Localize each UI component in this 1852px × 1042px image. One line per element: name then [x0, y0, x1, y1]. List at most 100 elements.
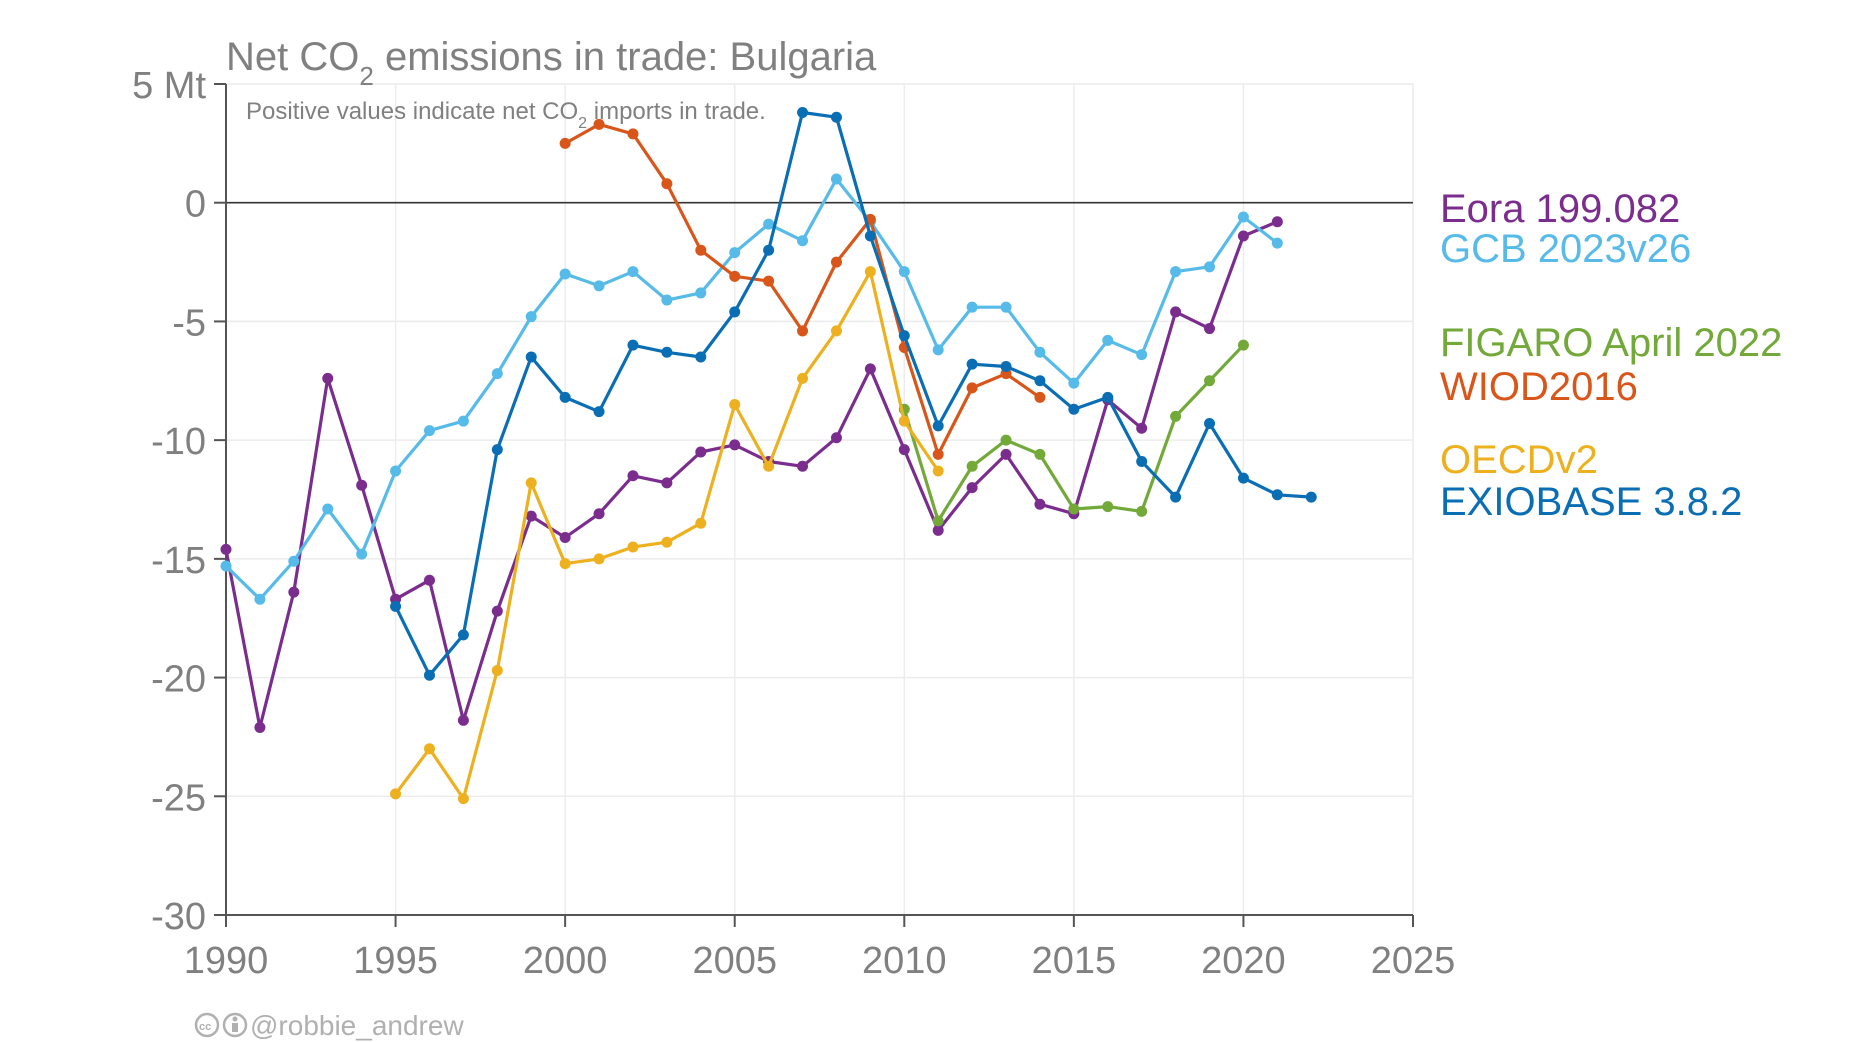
data-point	[932, 448, 944, 460]
data-point	[491, 368, 503, 380]
chart-subtitle: Positive values indicate net CO2 imports…	[246, 98, 766, 132]
data-point	[288, 555, 300, 567]
data-point	[390, 600, 402, 612]
series-oecdv2	[390, 266, 944, 805]
data-point	[356, 479, 368, 491]
data-point	[797, 106, 809, 118]
series-gcb-2023v26	[220, 173, 1283, 605]
data-point	[457, 714, 469, 726]
data-point	[593, 118, 605, 130]
data-point	[695, 244, 707, 256]
data-point	[1271, 489, 1283, 501]
data-point	[830, 173, 842, 185]
cc-icon-glyph: cc	[199, 1021, 211, 1033]
x-tick-label: 2000	[523, 940, 608, 982]
data-point	[729, 270, 741, 282]
data-point	[1204, 418, 1216, 430]
y-tick-label: -10	[151, 421, 206, 463]
data-point	[932, 465, 944, 477]
data-point	[966, 301, 978, 313]
data-point	[1237, 211, 1249, 223]
y-tick-label: 0	[185, 184, 206, 226]
credit: cc @robbie_andrew	[194, 1010, 464, 1041]
data-point	[1170, 491, 1182, 503]
data-point	[1034, 498, 1046, 510]
y-tick-label: -20	[151, 659, 206, 701]
legend-entry: GCB 2023v26	[1440, 227, 1691, 271]
chart-title: Net CO2 emissions in trade: Bulgaria	[226, 35, 877, 91]
data-point	[661, 477, 673, 489]
series-line	[224, 220, 1278, 730]
data-point	[627, 128, 639, 140]
data-point	[729, 247, 741, 259]
data-point	[356, 548, 368, 560]
data-point	[423, 574, 435, 586]
data-point	[1305, 491, 1317, 503]
data-point	[559, 531, 571, 543]
data-point	[661, 536, 673, 548]
data-point	[627, 266, 639, 278]
data-point	[1000, 361, 1012, 373]
data-point	[864, 266, 876, 278]
data-point	[1204, 261, 1216, 273]
legend-entry: WIOD2016	[1440, 365, 1638, 409]
data-point	[1237, 339, 1249, 351]
y-tick-label: -25	[151, 777, 206, 819]
data-point	[1204, 375, 1216, 387]
data-point	[1170, 410, 1182, 422]
data-point	[763, 275, 775, 287]
legend-entry: OECDv2	[1440, 438, 1598, 482]
data-point	[390, 788, 402, 800]
data-point	[1034, 346, 1046, 358]
data-point	[763, 460, 775, 472]
data-point	[559, 391, 571, 403]
data-point	[763, 244, 775, 256]
data-point	[1136, 422, 1148, 434]
data-point	[491, 664, 503, 676]
cc-icon	[194, 1012, 220, 1038]
data-point	[763, 218, 775, 230]
data-point	[593, 406, 605, 418]
data-point	[830, 325, 842, 337]
data-point	[1068, 503, 1080, 515]
data-point	[457, 415, 469, 427]
data-point	[661, 346, 673, 358]
data-point	[797, 235, 809, 247]
x-tick-label: 1990	[184, 940, 269, 982]
data-point	[1034, 448, 1046, 460]
data-point	[898, 444, 910, 456]
y-tick-label: 5 Mt	[132, 65, 206, 107]
y-tick-label: -15	[151, 540, 206, 582]
data-point	[729, 439, 741, 451]
series-lines	[220, 106, 1317, 805]
data-point	[729, 306, 741, 318]
series-line	[564, 122, 1041, 456]
data-point	[661, 294, 673, 306]
attribution-icon-head	[232, 1016, 238, 1022]
data-point	[797, 372, 809, 384]
data-point	[695, 517, 707, 529]
data-point	[457, 793, 469, 805]
series-line	[394, 110, 1312, 677]
data-point	[932, 515, 944, 527]
data-point	[898, 266, 910, 278]
data-point	[1000, 434, 1012, 446]
data-point	[1271, 237, 1283, 249]
data-point	[1204, 323, 1216, 335]
data-point	[695, 287, 707, 299]
data-point	[898, 415, 910, 427]
data-point	[1068, 403, 1080, 415]
y-tick-label: -30	[151, 896, 206, 938]
data-point	[627, 339, 639, 351]
data-point	[932, 524, 944, 536]
legend-entry: FIGARO April 2022	[1440, 321, 1782, 365]
data-point	[695, 351, 707, 363]
gridlines	[225, 83, 1414, 916]
y-tick-label: -5	[172, 302, 206, 344]
data-point	[525, 311, 537, 323]
x-tick-label: 2005	[692, 940, 777, 982]
data-point	[1136, 349, 1148, 361]
legend-entry: Eora 199.082	[1440, 187, 1680, 231]
